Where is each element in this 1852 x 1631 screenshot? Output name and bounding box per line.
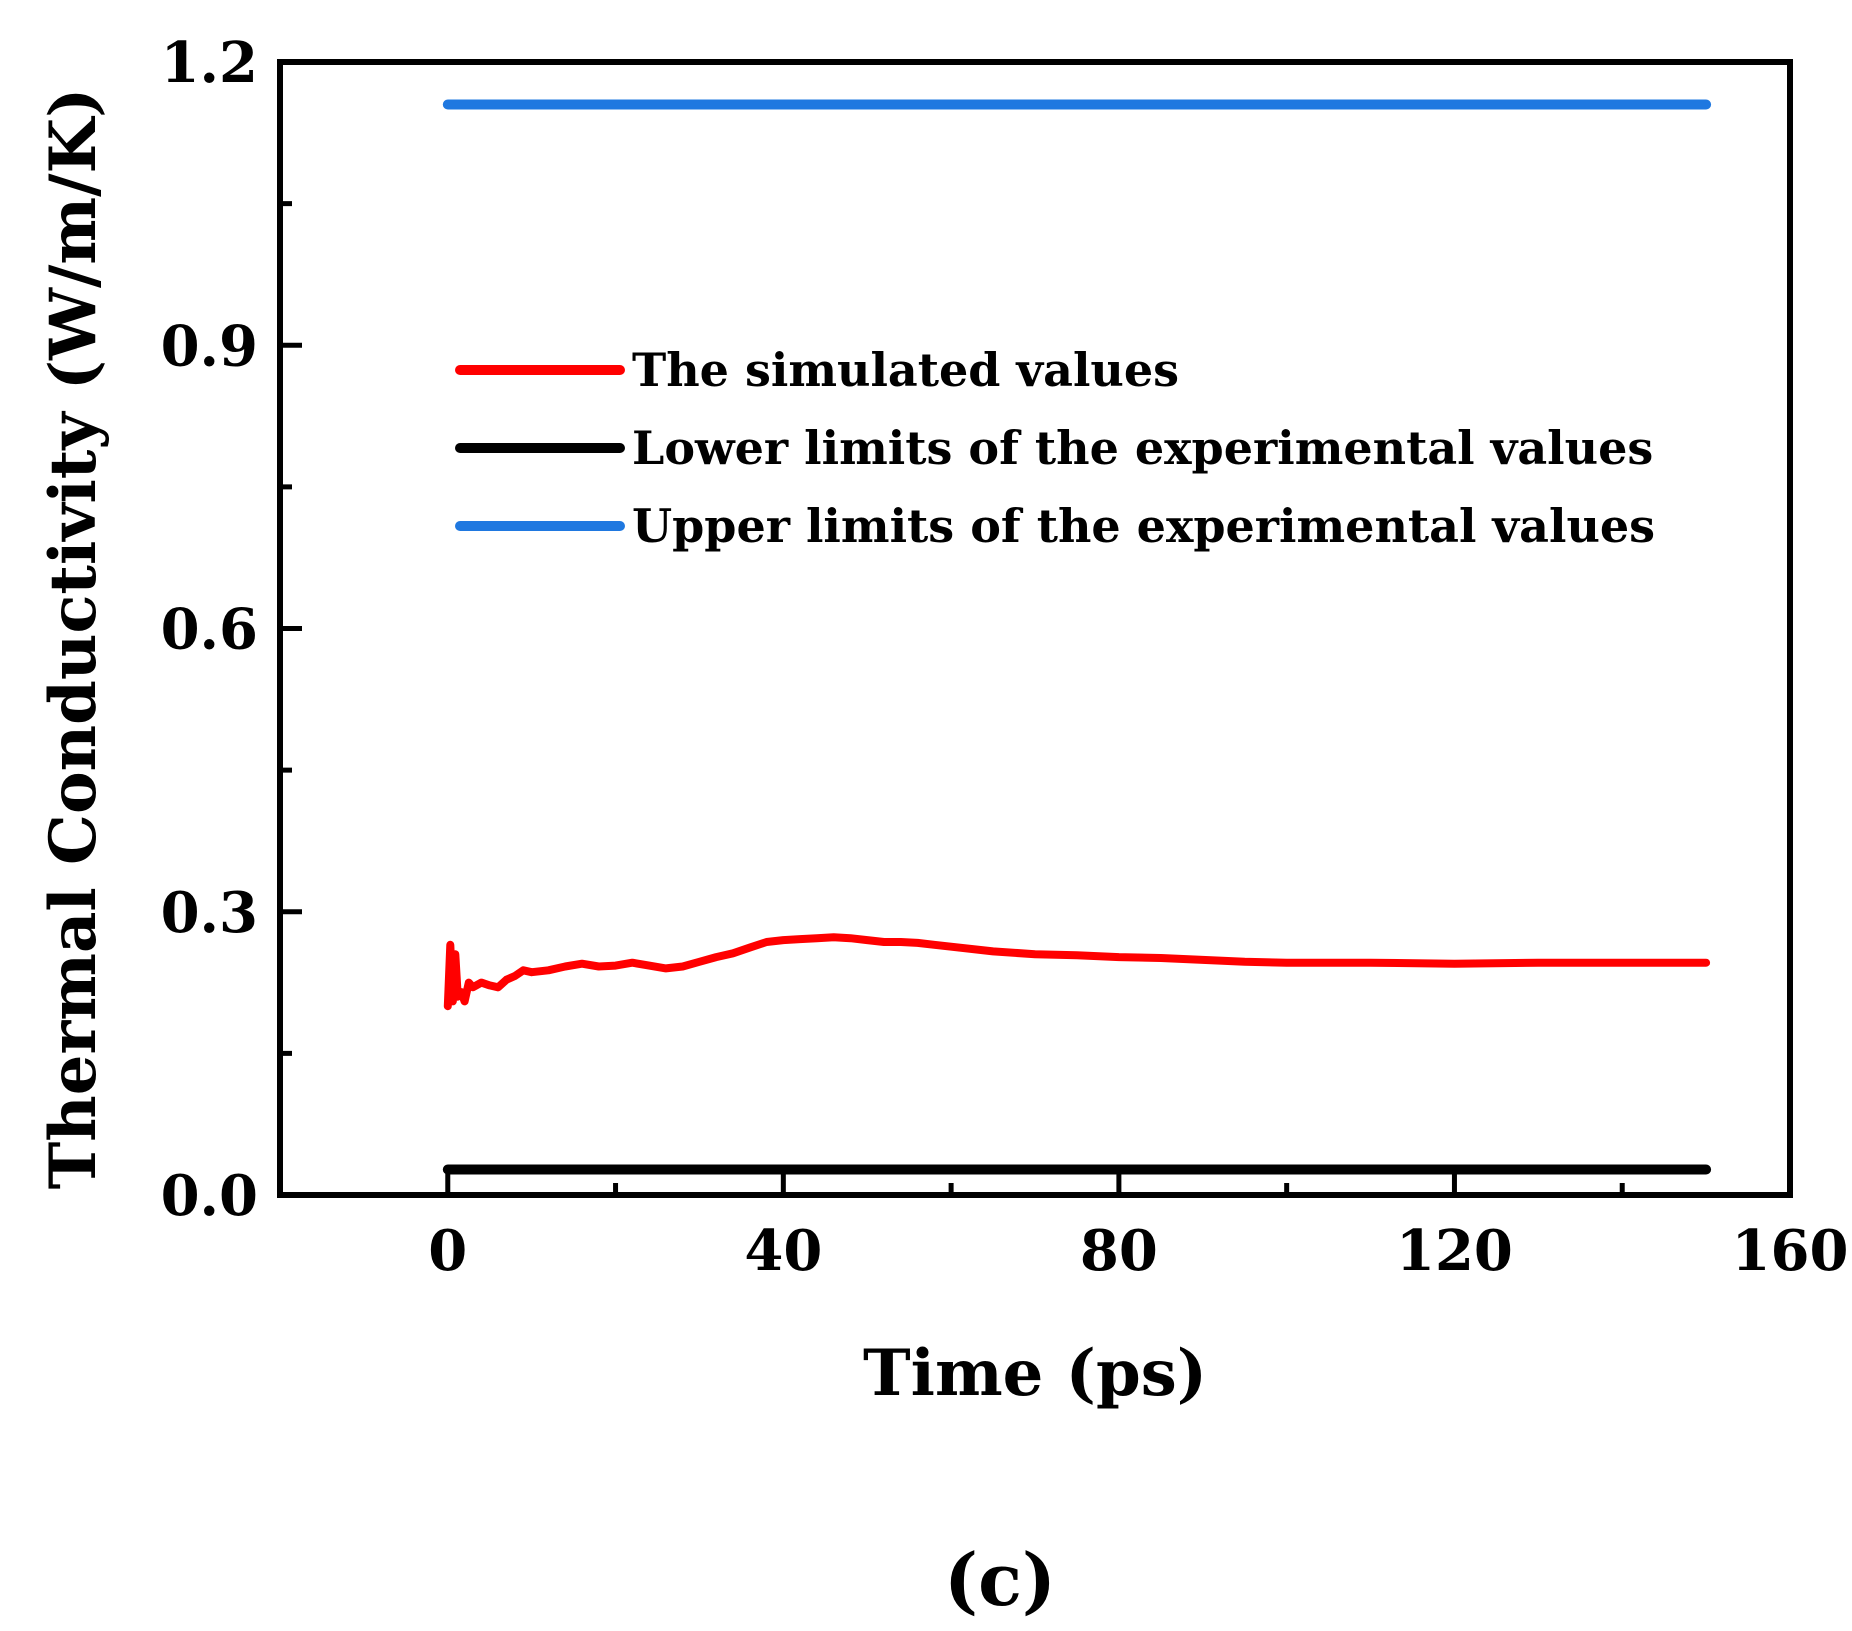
series-layer [442, 99, 1712, 1175]
x-tick-label: 40 [744, 1218, 822, 1284]
x-axis-title: Time (ps) [863, 1336, 1207, 1411]
x-tick-label: 0 [428, 1218, 467, 1284]
plot-frame [277, 59, 1793, 1198]
legend-label-1: Lower limits of the experimental values [632, 421, 1653, 475]
y-tick-label: 0.0 [161, 1163, 258, 1229]
y-axis-title: Thermal Conductivity (W/m/K) [36, 88, 111, 1190]
series-line-0 [443, 933, 1711, 1011]
ticks-layer: 0 40 80 120 160 0.0 0.3 0.6 0.9 1.2 [161, 30, 1849, 1284]
x-tick-label: 160 [1732, 1218, 1849, 1284]
legend: The simulated values Lower limits of the … [455, 343, 1655, 553]
y-tick-label: 0.9 [161, 313, 258, 379]
legend-label-0: The simulated values [632, 343, 1179, 397]
y-tick-label: 1.2 [161, 30, 258, 96]
y-tick-label: 0.3 [161, 880, 258, 946]
x-tick-label: 80 [1080, 1218, 1158, 1284]
y-tick-label: 0.6 [161, 597, 258, 663]
legend-label-2: Upper limits of the experimental values [632, 499, 1655, 553]
x-tick-label: 120 [1396, 1218, 1513, 1284]
figure-caption: (c) [944, 1537, 1056, 1622]
